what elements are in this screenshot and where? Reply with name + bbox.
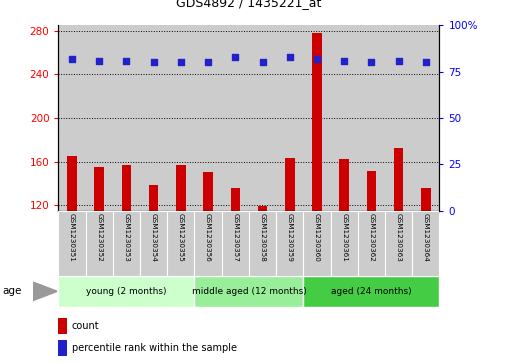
Bar <box>113 211 140 276</box>
Bar <box>58 25 86 211</box>
Bar <box>167 25 195 211</box>
Text: young (2 months): young (2 months) <box>86 287 167 296</box>
Text: GSM1230351: GSM1230351 <box>69 212 75 261</box>
Bar <box>58 318 67 334</box>
Text: aged (24 months): aged (24 months) <box>331 287 411 296</box>
Point <box>313 56 321 62</box>
Text: GSM1230363: GSM1230363 <box>396 212 402 261</box>
Polygon shape <box>33 282 57 301</box>
Bar <box>203 172 213 211</box>
Bar <box>221 211 249 276</box>
Text: GSM1230355: GSM1230355 <box>178 212 184 261</box>
Text: percentile rank within the sample: percentile rank within the sample <box>72 343 237 352</box>
Bar <box>303 276 439 307</box>
Bar <box>94 167 104 211</box>
Bar <box>394 148 403 211</box>
Point <box>285 54 294 60</box>
Point <box>395 58 403 64</box>
Point <box>177 60 185 65</box>
Bar <box>285 158 295 211</box>
Text: GDS4892 / 1435221_at: GDS4892 / 1435221_at <box>176 0 322 9</box>
Bar <box>195 276 303 307</box>
Bar <box>385 25 412 211</box>
Text: GSM1230359: GSM1230359 <box>287 212 293 261</box>
Bar <box>258 206 267 211</box>
Point <box>422 60 430 65</box>
Bar <box>312 33 322 211</box>
Text: middle aged (12 months): middle aged (12 months) <box>192 287 306 296</box>
Bar <box>58 340 67 356</box>
Bar <box>331 211 358 276</box>
Text: GSM1230354: GSM1230354 <box>151 212 156 261</box>
Text: count: count <box>72 321 100 331</box>
Bar <box>331 25 358 211</box>
Bar <box>249 25 276 211</box>
Point <box>122 58 131 64</box>
Text: GSM1230356: GSM1230356 <box>205 212 211 261</box>
Point <box>204 60 212 65</box>
Bar <box>122 165 131 211</box>
Point <box>68 56 76 62</box>
Text: GSM1230361: GSM1230361 <box>341 212 347 261</box>
Bar <box>412 211 439 276</box>
Bar <box>86 25 113 211</box>
Text: GSM1230358: GSM1230358 <box>260 212 266 261</box>
Bar <box>385 211 412 276</box>
Text: GSM1230353: GSM1230353 <box>123 212 130 261</box>
Point <box>367 60 375 65</box>
Bar <box>421 188 431 211</box>
Bar <box>367 171 376 211</box>
Bar <box>86 211 113 276</box>
Bar <box>195 25 221 211</box>
Bar <box>339 159 349 211</box>
Bar <box>276 211 303 276</box>
Point <box>231 54 239 60</box>
Bar <box>221 25 249 211</box>
Bar <box>113 25 140 211</box>
Bar <box>149 185 158 211</box>
Bar <box>231 188 240 211</box>
Bar <box>303 211 331 276</box>
Bar <box>303 25 331 211</box>
Bar <box>276 25 303 211</box>
Text: GSM1230352: GSM1230352 <box>96 212 102 261</box>
Text: GSM1230357: GSM1230357 <box>232 212 238 261</box>
Bar <box>140 25 167 211</box>
Text: GSM1230364: GSM1230364 <box>423 212 429 261</box>
Bar <box>412 25 439 211</box>
Bar <box>358 25 385 211</box>
Bar <box>58 211 86 276</box>
Point <box>340 58 348 64</box>
Text: GSM1230362: GSM1230362 <box>368 212 374 261</box>
Point <box>150 60 158 65</box>
Bar <box>249 211 276 276</box>
Bar <box>140 211 167 276</box>
Bar <box>67 156 77 211</box>
Bar <box>358 211 385 276</box>
Bar <box>195 211 221 276</box>
Bar <box>167 211 195 276</box>
Bar <box>58 276 195 307</box>
Point <box>259 60 267 65</box>
Bar <box>176 165 185 211</box>
Text: GSM1230360: GSM1230360 <box>314 212 320 261</box>
Point <box>95 58 103 64</box>
Text: age: age <box>3 286 22 296</box>
